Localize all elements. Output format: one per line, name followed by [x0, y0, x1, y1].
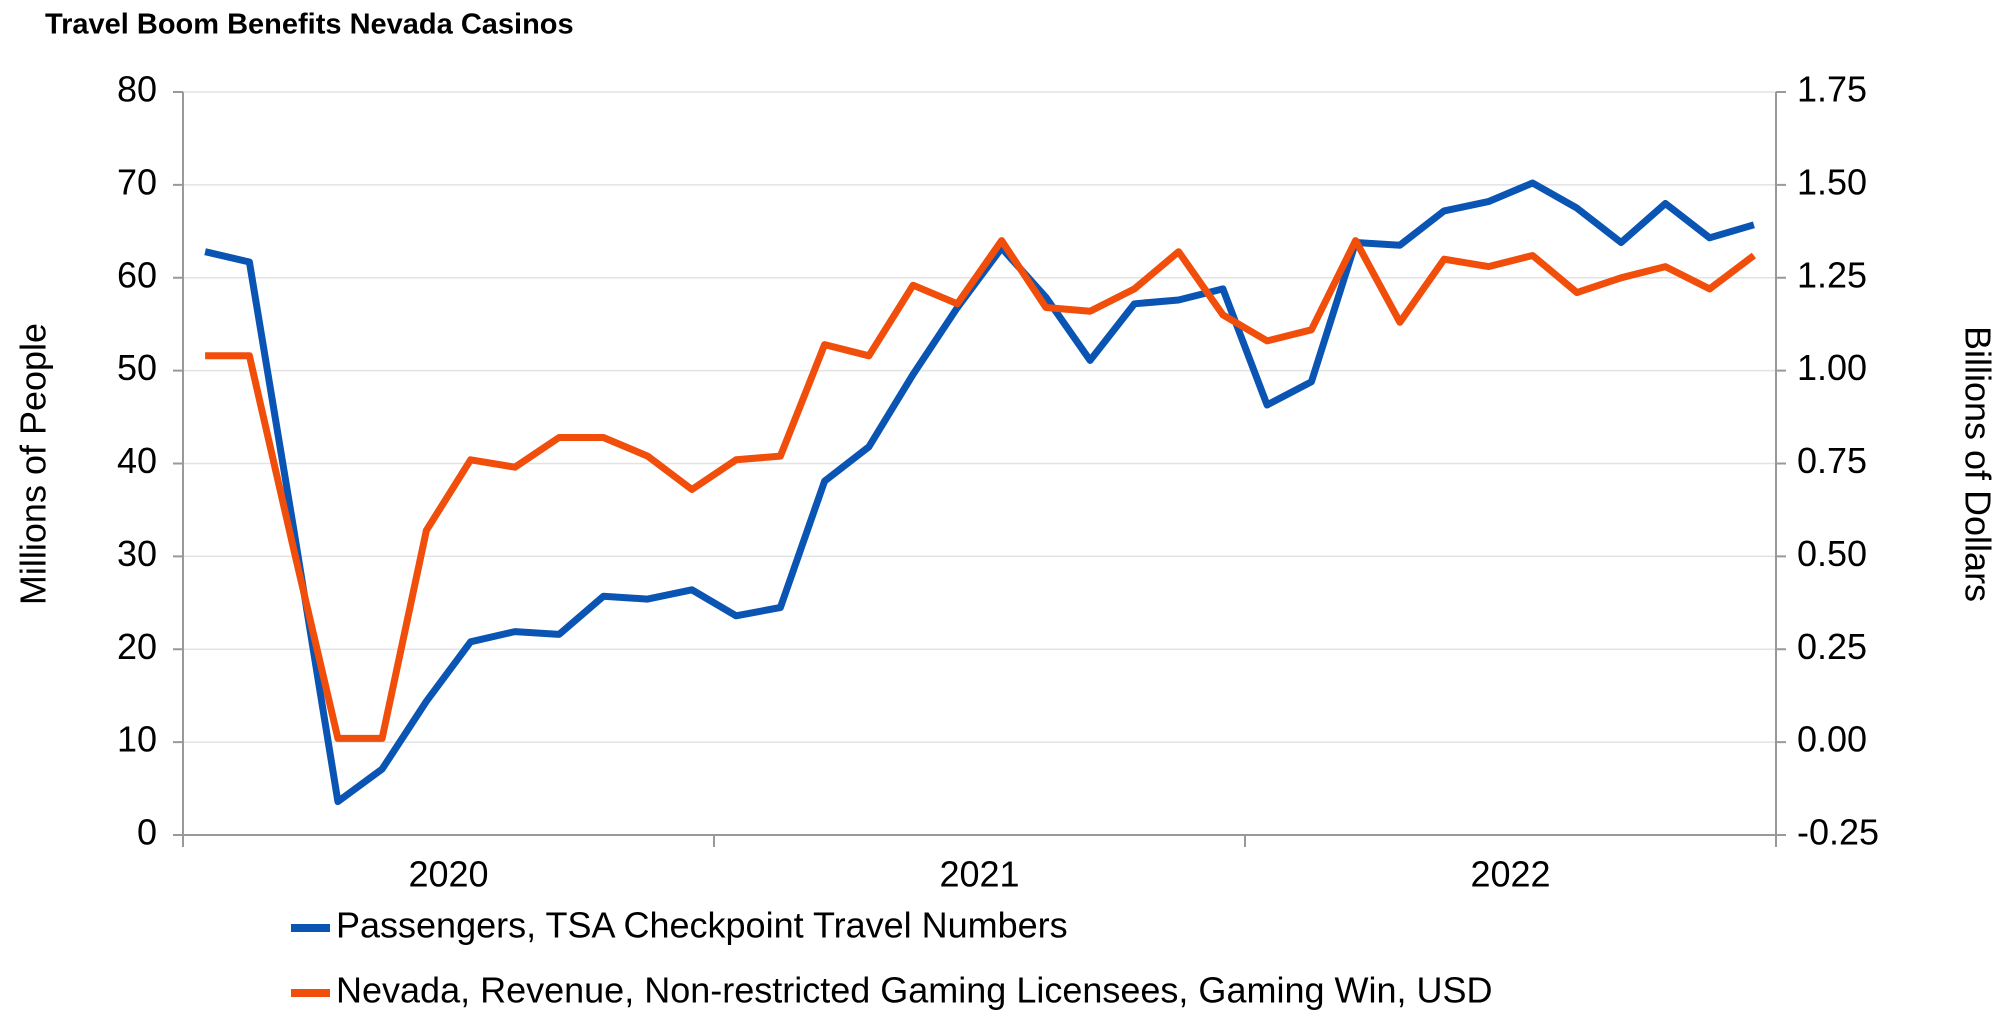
y-tick-label: 20 [117, 626, 157, 667]
y-tick-label: 40 [117, 440, 157, 481]
y-tick-label: 60 [117, 254, 157, 295]
y2-tick-label: 1.25 [1797, 254, 1867, 295]
y2-tick-label: 1.50 [1797, 161, 1867, 202]
y-tick-label: 0 [137, 812, 157, 853]
y-tick-label: 30 [117, 533, 157, 574]
legend-label: Passengers, TSA Checkpoint Travel Number… [336, 905, 1068, 946]
y2-tick-label: 0.75 [1797, 440, 1867, 481]
y2-tick-label: 0.50 [1797, 533, 1867, 574]
x-tick-label: 2022 [1470, 854, 1550, 895]
y-tick-label: 70 [117, 161, 157, 202]
y2-tick-label: -0.25 [1797, 812, 1879, 853]
x-tick-label: 2020 [408, 854, 488, 895]
y2-tick-label: 0.25 [1797, 626, 1867, 667]
y2-tick-label: 1.75 [1797, 69, 1867, 110]
series-line [205, 237, 1757, 742]
y2-tick-label: 1.00 [1797, 347, 1867, 388]
y2-tick-label: 0.00 [1797, 719, 1867, 760]
y-tick-label: 80 [117, 69, 157, 110]
y-tick-label: 50 [117, 347, 157, 388]
y-tick-label: 10 [117, 719, 157, 760]
legend-label: Nevada, Revenue, Non-restricted Gaming L… [336, 970, 1493, 1011]
chart-title: Travel Boom Benefits Nevada Casinos [45, 9, 574, 41]
x-tick-label: 2021 [939, 854, 1019, 895]
y2-axis-title: Billions of Dollars [1957, 326, 1998, 602]
y-axis-title: Millions of People [13, 323, 54, 605]
